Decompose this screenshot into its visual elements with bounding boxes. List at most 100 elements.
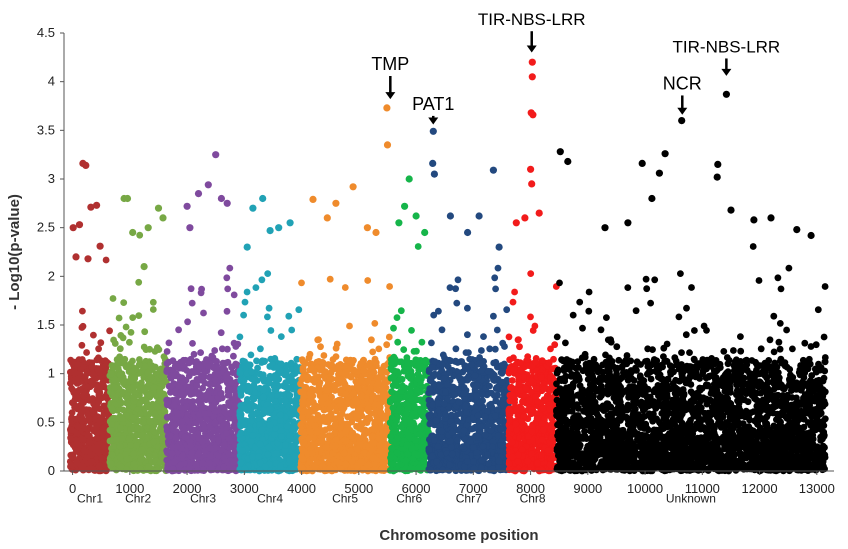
snp-point (368, 336, 375, 344)
snp-point (309, 398, 317, 406)
snp-point (388, 358, 396, 366)
snp-point (354, 368, 361, 375)
snp-point (116, 371, 124, 379)
snp-point (117, 424, 125, 432)
snp-point (416, 430, 423, 438)
snp-point (177, 389, 185, 397)
snp-point (309, 450, 316, 457)
snp-point (317, 343, 324, 351)
snp-point (146, 391, 154, 399)
snp-point (206, 444, 214, 452)
snp-point (391, 378, 399, 386)
snp-point (102, 256, 110, 264)
snp-point (315, 336, 322, 343)
snp-point (211, 419, 219, 426)
snp-point (88, 363, 96, 371)
snp-point (200, 309, 207, 317)
snp-point (100, 442, 107, 450)
snp-point (74, 360, 82, 368)
snp-point (272, 385, 279, 392)
snp-point (140, 343, 148, 351)
snp-point (402, 393, 410, 401)
snp-point (184, 318, 192, 326)
snp-point (374, 381, 382, 388)
snp-point (229, 369, 237, 376)
snp-point (90, 331, 97, 339)
snp-point (371, 320, 379, 327)
snp-point (408, 444, 416, 452)
snp-point (80, 447, 88, 455)
chromosome-series (425, 127, 513, 475)
snp-point (193, 376, 201, 383)
snp-point (387, 454, 394, 462)
snp-point (327, 410, 335, 418)
snp-point (78, 341, 86, 349)
snp-point-peak (249, 204, 257, 212)
snp-point (123, 455, 131, 463)
snp-point (211, 370, 219, 378)
snp-point (109, 295, 117, 302)
snp-point (390, 324, 397, 332)
snp-point (252, 284, 260, 291)
snp-point (375, 345, 383, 353)
snp-point (107, 460, 115, 468)
snp-point (371, 418, 379, 426)
snp-point (220, 441, 228, 449)
snp-point (403, 416, 410, 424)
snp-point (320, 417, 328, 425)
snp-point (220, 463, 228, 471)
snp-point (111, 383, 118, 391)
snp-point-peak (259, 194, 267, 203)
snp-point (320, 372, 328, 379)
snp-point (492, 285, 499, 293)
snp-point (230, 291, 238, 299)
snp-point (179, 452, 187, 460)
snp-point (343, 437, 350, 445)
snp-point (364, 405, 372, 412)
snp-point (189, 340, 196, 347)
snp-point (364, 277, 372, 284)
snp-point (170, 401, 178, 409)
snp-point (199, 438, 206, 446)
snp-point (332, 344, 340, 352)
snp-point (408, 327, 415, 334)
snp-point (272, 373, 279, 381)
snp-point (193, 382, 201, 390)
snp-point-peak (266, 227, 274, 235)
snp-point (86, 415, 93, 423)
snp-point (164, 398, 172, 406)
snp-point (369, 392, 377, 399)
snp-point (318, 436, 326, 444)
snp-point-peak (383, 141, 392, 149)
snp-point (255, 415, 263, 422)
snp-point (99, 424, 107, 432)
snp-point (190, 369, 198, 376)
snp-point (348, 432, 355, 440)
snp-point (196, 362, 204, 370)
snp-point (80, 424, 88, 432)
snp-point (141, 328, 149, 336)
snp-point (347, 372, 355, 380)
snp-point-peak (194, 190, 203, 198)
snp-point (87, 459, 94, 466)
snp-point (264, 451, 272, 458)
snp-point (305, 467, 313, 474)
snp-point (71, 369, 79, 377)
snp-point (124, 364, 132, 371)
snp-point-peak (82, 161, 90, 169)
snp-point (346, 413, 354, 421)
snp-point (240, 377, 248, 384)
snp-point (73, 459, 81, 467)
snp-point (352, 396, 360, 404)
snp-point (271, 431, 278, 439)
snp-point (357, 360, 365, 367)
snp-point-peak (69, 224, 77, 232)
snp-point (288, 466, 296, 474)
snp-point (230, 458, 238, 466)
snp-point (126, 377, 134, 385)
snp-point (295, 306, 303, 314)
snp-point (137, 410, 145, 418)
snp-point (80, 399, 87, 406)
chromosome-series (297, 104, 394, 475)
snp-point (127, 329, 135, 336)
